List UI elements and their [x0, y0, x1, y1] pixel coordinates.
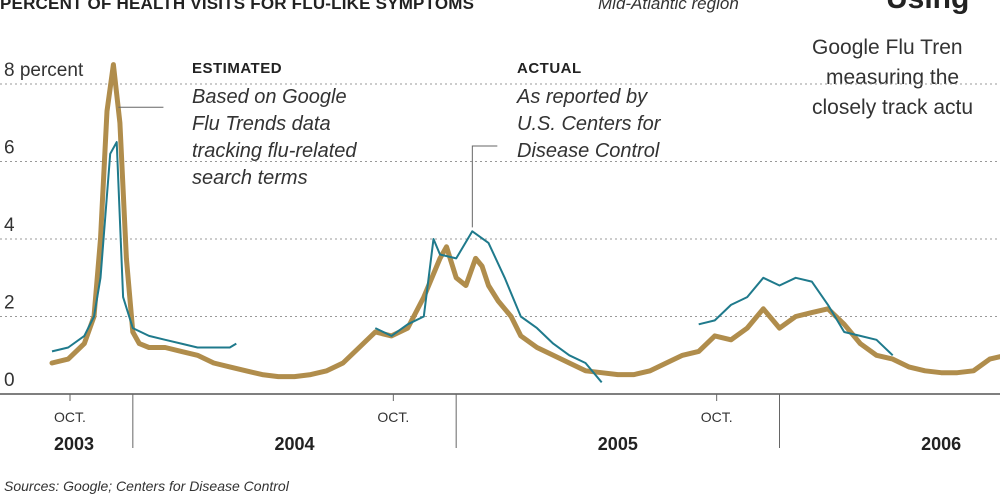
- y-tick-label-6: 6: [4, 138, 15, 159]
- oct-label: OCT.: [54, 409, 86, 425]
- actual-description: As reported by U.S. Centers for Disease …: [517, 84, 660, 165]
- estimated-line-4: search terms: [192, 167, 308, 189]
- estimated-line-2: Flu Trends data: [192, 113, 331, 135]
- year-label-2003: 2003: [54, 434, 94, 454]
- estimated-line-1: Based on Google: [192, 86, 347, 108]
- side-panel-line-1: Google Flu Tren: [812, 36, 963, 59]
- y-tick-label-0: 0: [4, 370, 15, 391]
- estimated-line-3: tracking flu-related: [192, 140, 357, 162]
- actual-leader-line: [471, 145, 498, 228]
- oct-label: OCT.: [377, 409, 409, 425]
- y-tick-label-4: 4: [4, 215, 15, 236]
- oct-label: OCT.: [701, 409, 733, 425]
- y-tick-label-2: 2: [4, 293, 15, 314]
- year-label-2005: 2005: [598, 434, 638, 454]
- estimated-description: Based on Google Flu Trends data tracking…: [192, 84, 357, 192]
- side-panel-title: Using: [886, 0, 969, 16]
- chart-title: PERCENT OF HEALTH VISITS FOR FLU-LIKE SY…: [0, 0, 475, 13]
- chart-subtitle: Mid-Atlantic region: [598, 0, 739, 13]
- actual-line-1: As reported by: [517, 86, 648, 108]
- actual-line-2: U.S. Centers for: [517, 113, 661, 135]
- series-line-actual: [51, 141, 894, 384]
- side-panel-line-2: measuring the: [826, 66, 960, 89]
- sources-note: Sources: Google; Centers for Disease Con…: [4, 478, 289, 494]
- series-line-estimated: [49, 62, 1000, 380]
- y-tick-label-8: 8 percent: [4, 60, 84, 81]
- year-label-2004: 2004: [274, 434, 314, 454]
- actual-line-3: Disease Control: [517, 140, 660, 162]
- estimated-heading: ESTIMATED: [192, 60, 283, 77]
- actual-heading: ACTUAL: [517, 60, 582, 77]
- side-panel-line-3: closely track actu: [812, 96, 974, 119]
- year-label-2006: 2006: [921, 434, 961, 454]
